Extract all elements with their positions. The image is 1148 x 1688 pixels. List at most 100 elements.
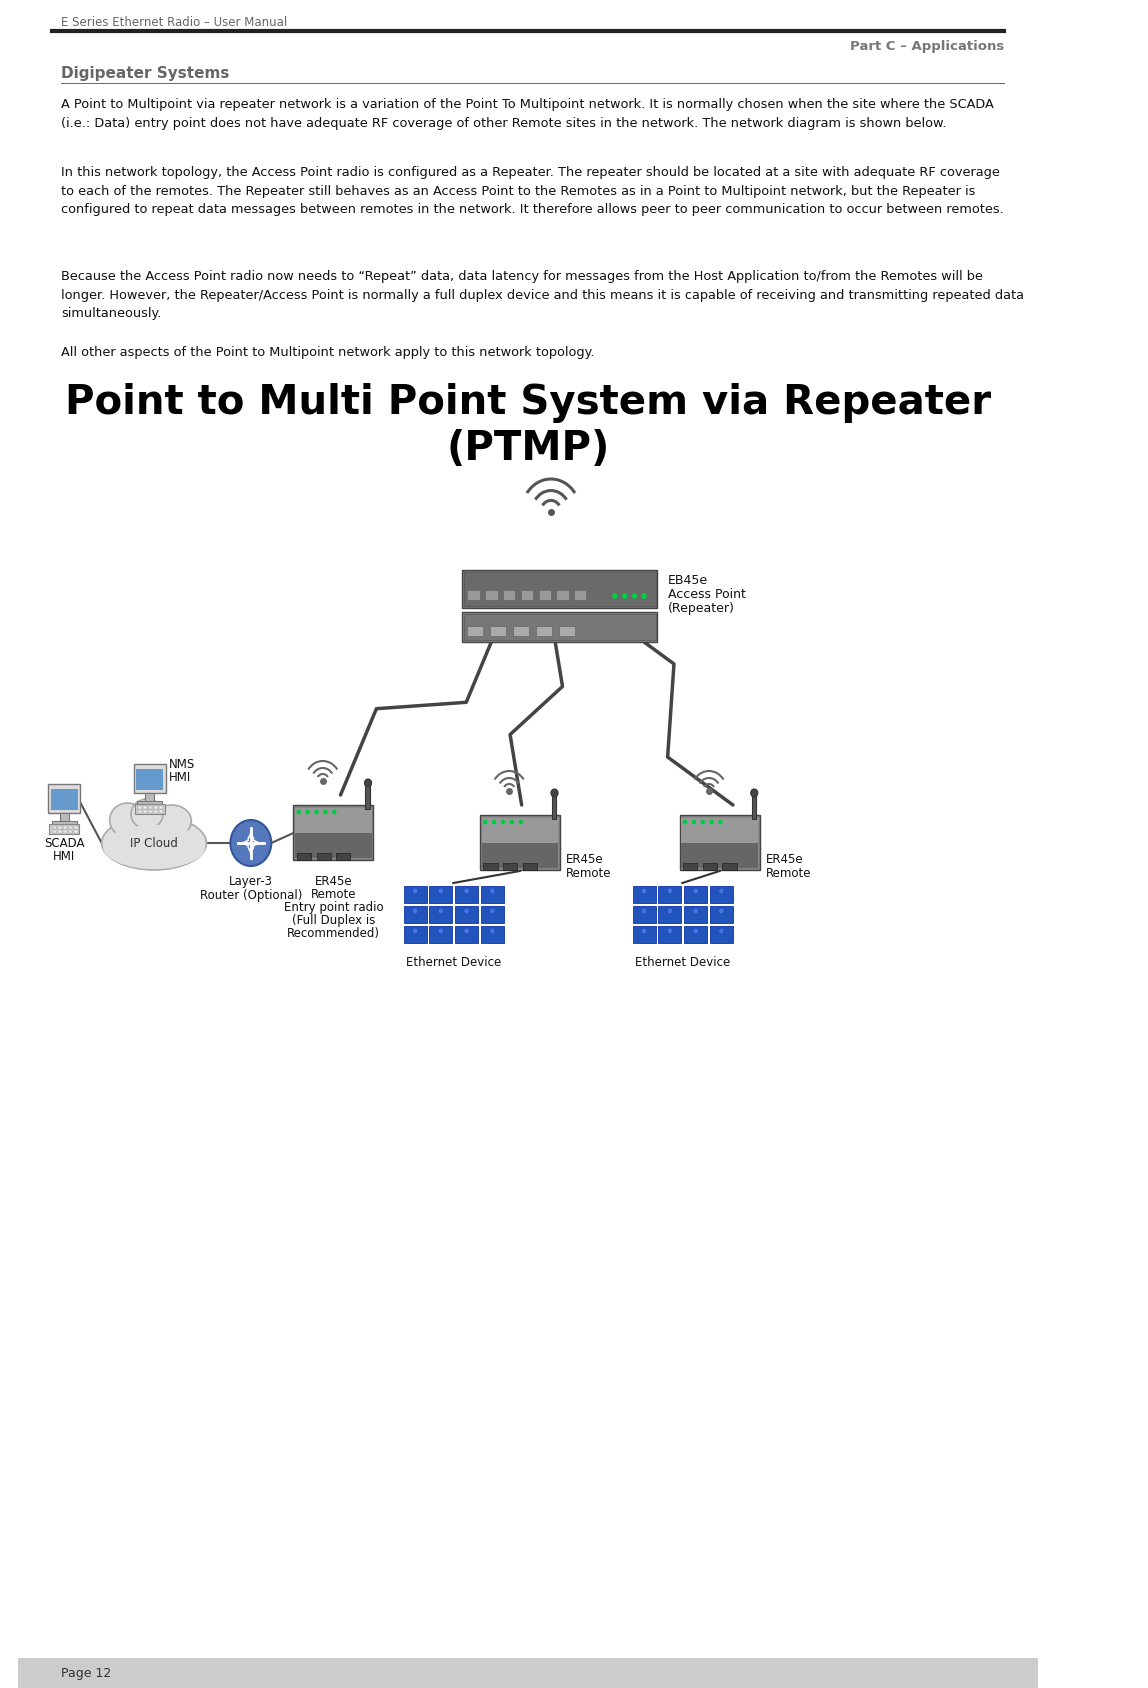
Bar [154,805,157,809]
Bar [144,805,147,809]
Bar [536,626,552,636]
Bar [429,886,452,903]
Text: Entry point radio: Entry point radio [284,901,383,913]
Text: (Full Duplex is: (Full Duplex is [292,913,375,927]
Bar [59,830,62,832]
Circle shape [693,928,698,933]
Circle shape [667,888,673,895]
Ellipse shape [102,815,207,869]
Bar [559,626,575,636]
Bar [60,814,69,822]
Bar [709,906,732,923]
Bar [722,863,737,869]
Circle shape [719,819,723,824]
Bar [404,927,427,944]
Bar [703,863,718,869]
Circle shape [490,908,495,913]
Bar [503,591,515,599]
Bar [633,886,656,903]
Bar [317,852,331,859]
Bar [463,613,658,641]
Text: Router (Optional): Router (Optional) [200,890,302,901]
Circle shape [464,928,470,933]
Bar [538,591,551,599]
Text: Recommended): Recommended) [287,927,380,940]
Bar [521,591,533,599]
Bar [53,830,56,832]
Circle shape [693,908,698,913]
Bar [404,906,427,923]
Circle shape [305,810,310,815]
Circle shape [709,819,714,824]
Bar [138,810,141,814]
Text: HMI: HMI [169,771,192,783]
Circle shape [464,888,470,895]
Circle shape [700,819,705,824]
Bar [455,886,478,903]
Bar [144,810,147,814]
Circle shape [501,819,505,824]
Bar [48,783,80,814]
Circle shape [332,810,336,815]
Bar [295,809,372,832]
Bar [404,886,427,903]
Bar [52,820,77,825]
Bar [503,863,518,869]
Bar [75,825,78,829]
Text: ER45e: ER45e [766,852,804,866]
Circle shape [491,819,496,824]
Text: SCADA: SCADA [44,837,85,851]
Text: IP Cloud: IP Cloud [130,837,178,849]
Circle shape [751,788,758,797]
Text: In this network topology, the Access Point radio is configured as a Repeater. Th: In this network topology, the Access Poi… [61,165,1003,216]
Circle shape [551,788,558,797]
Bar [297,852,311,859]
Bar [482,819,558,842]
Text: EB45e: EB45e [668,574,708,586]
Text: ER45e: ER45e [566,852,604,866]
Circle shape [667,908,673,913]
Circle shape [364,778,372,787]
Bar [709,927,732,944]
Bar [429,927,452,944]
Bar [658,906,682,923]
Bar [145,793,154,802]
Bar [154,810,157,814]
Bar [752,793,757,819]
Bar [59,825,62,829]
Ellipse shape [103,825,205,869]
Text: A Point to Multipoint via repeater network is a variation of the Point To Multip: A Point to Multipoint via repeater netwo… [61,98,993,130]
Bar [709,886,732,903]
Circle shape [719,928,724,933]
Circle shape [719,908,724,913]
Text: HMI: HMI [53,851,76,863]
Text: Remote: Remote [311,888,356,901]
Bar [680,815,760,869]
Bar [69,825,72,829]
Bar [682,842,758,868]
Bar [138,802,162,805]
Text: Remote: Remote [766,868,812,879]
Bar [467,591,480,599]
Bar [684,886,707,903]
Circle shape [719,888,724,895]
Circle shape [412,928,418,933]
Text: Page 12: Page 12 [61,1666,111,1680]
Bar [481,927,504,944]
Bar [463,571,658,608]
Circle shape [490,888,495,895]
Bar [63,830,67,832]
Bar [455,927,478,944]
Text: Layer-3: Layer-3 [228,874,273,888]
Circle shape [439,928,443,933]
Bar [51,788,78,810]
Text: Ethernet Device: Ethernet Device [405,955,501,969]
Circle shape [439,908,443,913]
Circle shape [622,592,627,599]
Bar [295,832,372,858]
Bar [294,805,373,859]
Bar [481,886,504,903]
Circle shape [612,592,618,599]
Bar [466,626,482,636]
Bar [429,906,452,923]
